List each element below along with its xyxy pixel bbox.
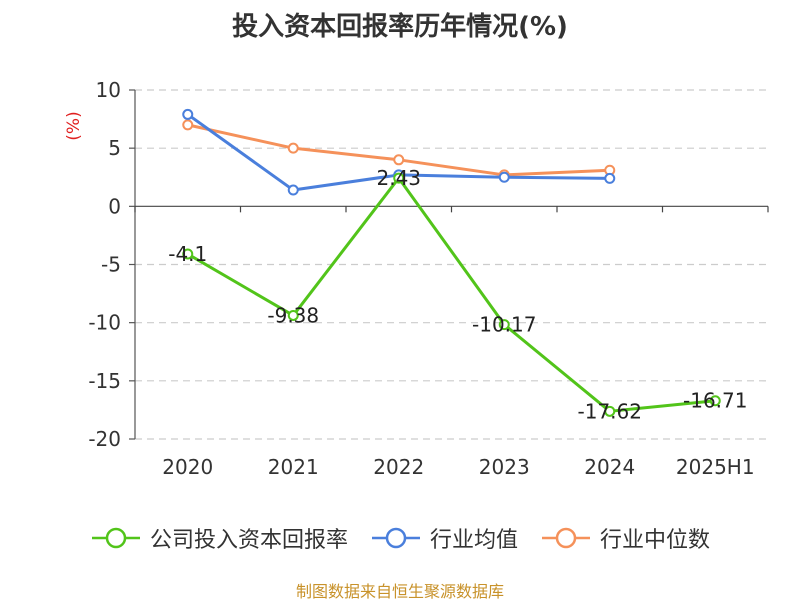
series-1-point-2021 xyxy=(287,184,299,196)
legend-swatch-industry-mean-icon xyxy=(371,527,420,549)
axes: 10 5 0 -5 -10 -15 -20 2020 2021 2022 2023 2024 2025H… xyxy=(64,78,769,479)
legend-label-industry-median: 行业中位数 xyxy=(600,528,711,553)
data-label-2024: -17.62 xyxy=(578,399,642,423)
legend-item-industry-mean[interactable]: 行业均值 xyxy=(370,522,518,554)
series-1-point-2023 xyxy=(498,171,510,183)
data-label-2020: -4.1 xyxy=(168,242,207,266)
legend-swatch-industry-median-icon xyxy=(542,527,590,549)
data-label-2021: -9.38 xyxy=(267,303,319,327)
x-tick-label-2020: 2020 xyxy=(162,455,213,479)
legend-label-industry-mean: 行业均值 xyxy=(429,528,518,553)
chart-title: 投入资本回报率历年情况(%) xyxy=(232,12,568,42)
y-tick-label-5: 5 xyxy=(108,136,121,160)
series-2-point-2022 xyxy=(393,154,405,166)
grid-lines xyxy=(135,89,768,440)
legend-label-company: 公司投入资本回报率 xyxy=(149,528,348,553)
series-2-point-2021 xyxy=(287,142,299,154)
legend-swatch-company-icon xyxy=(91,527,140,549)
y-tick-label--20: -20 xyxy=(88,427,121,451)
y-axis-unit-label: (%) xyxy=(64,111,84,140)
data-label-2023: -10.17 xyxy=(472,313,536,337)
series-1-point-2020 xyxy=(182,108,194,120)
series-lines xyxy=(182,108,721,417)
data-label-2022: 2.43 xyxy=(376,166,421,190)
series-0-point-2025H1 xyxy=(709,395,721,407)
x-tick-label-2025H1: 2025H1 xyxy=(676,455,755,479)
series-0-point-2024 xyxy=(604,405,616,417)
y-tick-label--5: -5 xyxy=(101,253,121,277)
data-label-2025H1: -16.71 xyxy=(683,389,747,413)
series-2-point-2020 xyxy=(182,119,194,131)
x-tick-label-2021: 2021 xyxy=(268,455,319,479)
series-1-point-2024 xyxy=(604,172,616,184)
data-labels: -4.1 -9.38 2.43 -10.17 -17.62 -16.71 xyxy=(168,166,747,423)
x-tick-label-2022: 2022 xyxy=(373,455,424,479)
series-line-0 xyxy=(186,176,716,413)
series-0-point-2021 xyxy=(287,309,299,321)
y-tick-label--15: -15 xyxy=(88,369,121,393)
source-note: 制图数据来自恒生聚源数据库 xyxy=(295,582,504,601)
legend-item-industry-median[interactable]: 行业中位数 xyxy=(540,522,710,554)
legend-item-company[interactable]: 公司投入资本回报率 xyxy=(90,522,348,554)
x-tick-label-2023: 2023 xyxy=(479,455,530,479)
x-tick-label-2024: 2024 xyxy=(584,455,635,479)
series-0-point-2022 xyxy=(393,172,405,184)
series-0-point-2020 xyxy=(182,248,194,260)
legend: 公司投入资本回报率 行业均值 行业中位数 xyxy=(0,518,800,558)
series-0-point-2023 xyxy=(498,319,510,331)
y-tick-label-10: 10 xyxy=(96,78,121,102)
y-tick-label-0: 0 xyxy=(108,194,121,218)
y-tick-label--10: -10 xyxy=(88,311,121,335)
